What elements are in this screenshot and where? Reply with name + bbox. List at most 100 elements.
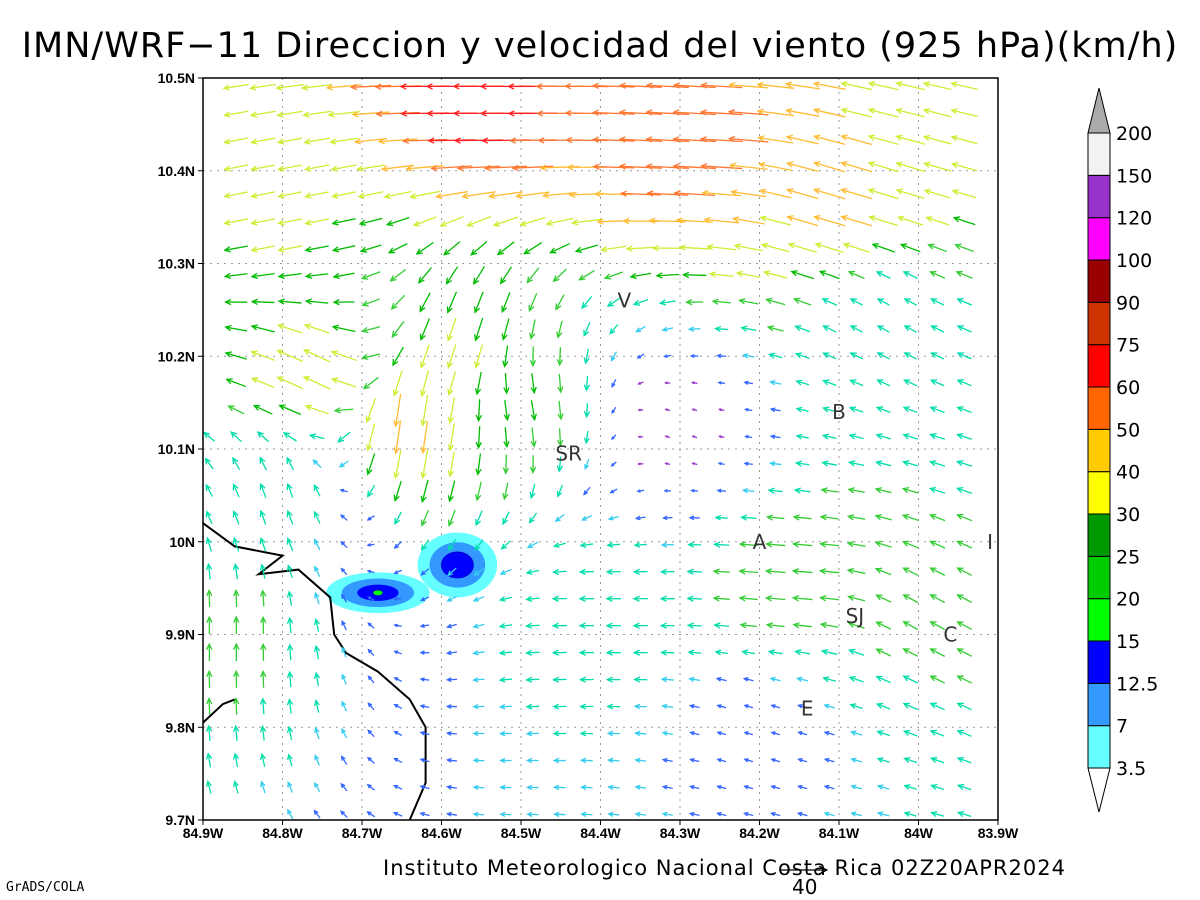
wind-vector: [796, 676, 809, 682]
wind-vector: [286, 482, 294, 498]
wind-vector: [849, 352, 864, 360]
wind-vector: [922, 108, 952, 118]
wind-vector: [446, 317, 457, 342]
wind-vector: [277, 245, 303, 253]
wind-vector: [619, 190, 661, 197]
place-labels: V B SR A I SJ C E: [555, 289, 993, 721]
wind-vector: [571, 218, 602, 226]
wind-vector: [646, 190, 689, 197]
wind-vector: [303, 323, 330, 334]
wind-vector: [690, 381, 698, 385]
wind-vector: [528, 293, 538, 313]
wind-vector: [618, 82, 662, 89]
wind-vector: [840, 107, 872, 118]
wind-vector: [929, 648, 946, 657]
wind-vector: [902, 271, 918, 279]
wind-vector: [607, 757, 620, 764]
wind-vector: [741, 353, 755, 359]
wind-vector: [738, 298, 759, 305]
lon-tick-label: 84.2W: [739, 825, 780, 841]
wind-vector: [487, 191, 523, 199]
wind-vector: [923, 161, 952, 172]
wind-vector: [302, 349, 331, 363]
wind-vector: [286, 564, 293, 579]
wind-vector: [764, 595, 786, 602]
wind-vector: [850, 757, 863, 763]
wind-vector: [357, 191, 384, 199]
wind-vector: [875, 594, 892, 603]
wind-vector: [716, 758, 727, 763]
wind-vector: [393, 677, 402, 682]
wind-vector: [876, 352, 890, 360]
wind-vector: [756, 108, 794, 117]
wind-vector: [661, 757, 673, 763]
wind-vector: [867, 188, 899, 200]
wind-vector: [377, 137, 418, 145]
wind-vector: [330, 350, 357, 362]
wind-vector: [393, 393, 402, 428]
wind-vector: [205, 510, 213, 525]
wind-vector: [206, 588, 213, 607]
lat-tick-label: 10.5N: [158, 70, 195, 86]
wind-vector: [256, 431, 270, 443]
wind-vector: [341, 673, 347, 685]
wind-vector: [259, 563, 267, 579]
wind-vector: [874, 513, 892, 521]
wind-vector: [785, 134, 819, 145]
wind-vector: [740, 325, 757, 332]
wind-vector: [611, 378, 617, 389]
wind-vector: [483, 164, 528, 172]
wind-vector: [445, 811, 457, 817]
lon-tick-label: 84.3W: [660, 825, 701, 841]
wind-vector: [611, 434, 617, 441]
wind-vector: [812, 81, 846, 90]
wind-vector: [419, 677, 430, 682]
wind-vector: [302, 110, 331, 118]
wind-vector: [768, 352, 783, 359]
wind-vector: [456, 164, 501, 172]
wind-vector: [849, 703, 863, 710]
wind-vector: [232, 483, 240, 498]
wind-vector: [645, 109, 690, 116]
wind-vector: [660, 541, 674, 548]
wind-vector: [738, 568, 758, 575]
colorbar-label: 150: [1116, 165, 1152, 187]
colorbar-swatch: [1087, 344, 1111, 388]
wind-vector: [847, 621, 865, 629]
wind-vector: [744, 434, 753, 439]
wind-vector: [420, 394, 429, 427]
wind-vector: [876, 325, 890, 333]
colorbar-swatch: [1087, 598, 1111, 642]
wind-vector: [286, 698, 294, 714]
wind-vector: [554, 513, 565, 523]
wind-vector: [259, 482, 267, 498]
wind-vector: [922, 81, 952, 91]
place-label-sr: SR: [555, 442, 582, 466]
wind-vector: [689, 757, 700, 763]
wind-vector: [605, 676, 621, 683]
wind-vector: [447, 397, 456, 425]
wind-vector: [645, 82, 689, 89]
wind-vector: [688, 676, 701, 683]
wind-vector: [252, 404, 273, 415]
wind-vector: [581, 515, 592, 521]
wind-vector: [355, 164, 386, 172]
wind-vector: [367, 622, 375, 629]
wind-vector: [474, 371, 482, 396]
wind-vector: [876, 784, 890, 790]
wind-vector: [903, 757, 918, 764]
wind-vector: [445, 730, 457, 736]
wind-vector: [956, 379, 972, 387]
wind-vector: [632, 649, 648, 656]
wind-vector: [812, 161, 846, 173]
wind-vector: [699, 109, 743, 116]
colorbar-swatch: [1087, 217, 1111, 261]
wind-vector: [875, 702, 891, 710]
wind-vector: [790, 270, 815, 280]
wind-vector: [503, 427, 510, 449]
wind-vector: [930, 352, 945, 360]
wind-vector: [633, 703, 647, 710]
wind-vector: [205, 483, 214, 497]
wind-vector: [417, 267, 432, 284]
wind-vector: [848, 460, 865, 467]
